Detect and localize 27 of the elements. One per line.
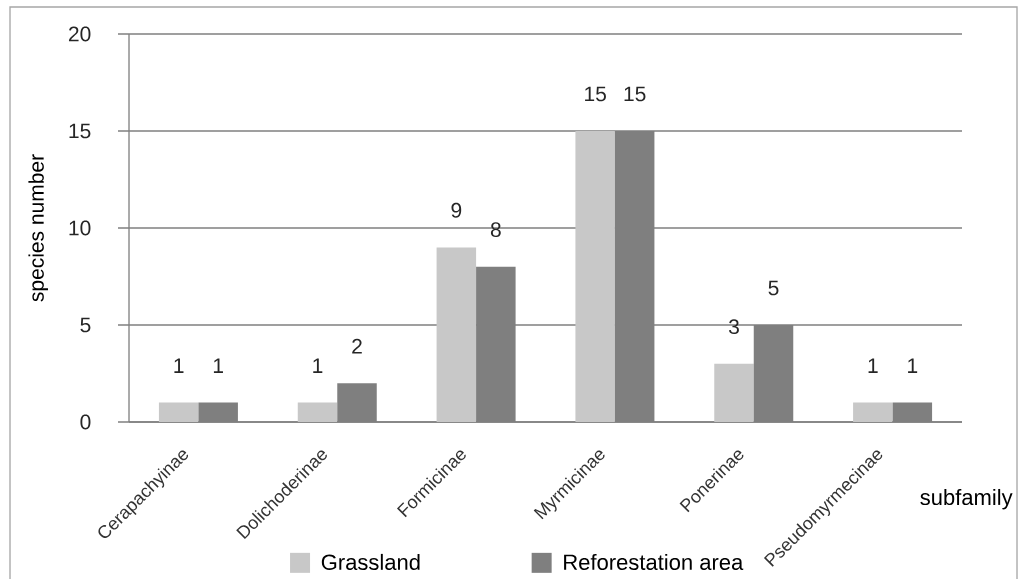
bar — [853, 402, 893, 422]
bar — [158, 402, 199, 422]
data-label: 2 — [352, 338, 362, 354]
y-tick-label: 5 — [80, 317, 91, 333]
bar — [714, 363, 754, 422]
y-tick-label: 20 — [68, 26, 91, 42]
y-tick-label: 0 — [80, 414, 91, 430]
bar — [297, 402, 338, 422]
y-axis-title: species number — [28, 154, 48, 302]
data-label: 15 — [624, 86, 646, 102]
data-label: 8 — [490, 222, 501, 238]
data-label: 3 — [728, 319, 739, 335]
data-label: 5 — [768, 280, 779, 296]
data-label: 1 — [313, 358, 323, 373]
data-label: 1 — [174, 358, 184, 373]
bar — [575, 131, 615, 422]
legend-label: Reforestation area — [564, 553, 744, 571]
data-label: 9 — [451, 202, 462, 218]
legend-label: Grassland — [321, 553, 420, 571]
data-label: 15 — [585, 86, 606, 102]
data-label: 1 — [213, 358, 223, 373]
y-tick-label: 10 — [69, 220, 91, 236]
x-axis-title: subfamily — [920, 488, 1013, 510]
bar — [436, 247, 477, 422]
data-label: 1 — [868, 358, 878, 373]
data-label: 1 — [908, 358, 918, 373]
y-tick-label: 15 — [69, 123, 91, 139]
